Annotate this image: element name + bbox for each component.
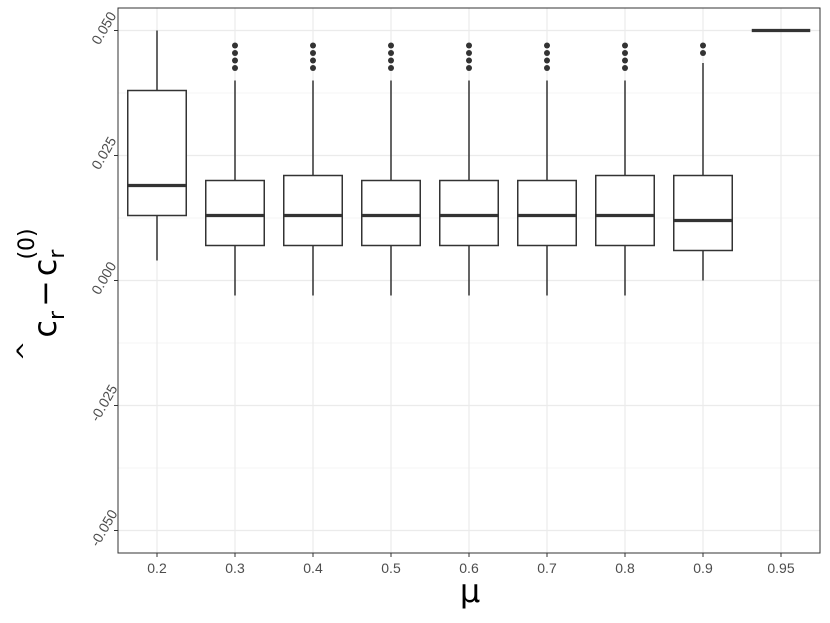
outlier-point bbox=[232, 65, 238, 71]
y-axis-ticks: -0.050 -0.025 0.000 0.025 0.050 bbox=[87, 9, 121, 550]
outlier-point bbox=[388, 42, 394, 49]
y-axis-title-minus: − bbox=[26, 280, 64, 307]
box-0.5 bbox=[361, 42, 421, 296]
y-tick-label: -0.050 bbox=[87, 507, 121, 550]
box-body bbox=[595, 174, 655, 247]
outlier-point bbox=[466, 65, 472, 71]
outlier-point bbox=[622, 42, 628, 49]
y-tick-label: -0.025 bbox=[87, 382, 121, 425]
x-tick-label: 0.4 bbox=[303, 560, 323, 576]
outlier-point bbox=[388, 57, 394, 64]
box-0.2 bbox=[127, 30, 187, 261]
y-axis-title-sub: r bbox=[45, 310, 70, 320]
outlier-point bbox=[310, 42, 316, 49]
outlier-point bbox=[544, 42, 550, 49]
box-body bbox=[673, 174, 733, 252]
y-tick-label: 0.025 bbox=[88, 134, 119, 173]
x-tick-label: 0.2 bbox=[147, 560, 167, 576]
x-axis-ticks: 0.2 0.3 0.4 0.5 0.6 0.7 0.8 0.9 0.95 bbox=[147, 553, 795, 576]
outlier-point bbox=[700, 50, 706, 56]
outlier-point bbox=[310, 57, 316, 64]
y-axis-title-hat: ^ bbox=[12, 341, 40, 361]
x-tick-label: 0.8 bbox=[615, 560, 635, 576]
outlier-point bbox=[310, 65, 316, 71]
y-axis-title: cr−cr(0) ^ bbox=[12, 228, 70, 361]
outlier-point bbox=[232, 50, 238, 56]
y-tick-label: 0.000 bbox=[88, 259, 119, 298]
box-body bbox=[283, 174, 343, 247]
x-tick-label: 0.7 bbox=[537, 560, 557, 576]
y-tick-label: 0.050 bbox=[88, 9, 119, 48]
outlier-point bbox=[232, 42, 238, 49]
box-0.8 bbox=[595, 42, 655, 296]
box-body bbox=[517, 179, 577, 247]
box-body bbox=[205, 179, 265, 247]
x-tick-label: 0.3 bbox=[225, 560, 245, 576]
box-0.3 bbox=[205, 42, 265, 296]
x-tick-label: 0.9 bbox=[693, 560, 713, 576]
y-axis-title-base-2: c bbox=[26, 259, 64, 277]
outlier-point bbox=[622, 57, 628, 64]
box-0.6 bbox=[439, 42, 499, 296]
outlier-point bbox=[310, 50, 316, 56]
outlier-point bbox=[544, 50, 550, 56]
outlier-point bbox=[544, 57, 550, 64]
outlier-point bbox=[232, 57, 238, 64]
outlier-point bbox=[700, 42, 706, 49]
outlier-point bbox=[466, 50, 472, 56]
box-body bbox=[127, 89, 187, 217]
outlier-point bbox=[466, 42, 472, 49]
box-0.9 bbox=[673, 42, 733, 281]
y-axis-title-sup: (0) bbox=[15, 228, 40, 259]
x-axis-title: μ bbox=[460, 572, 480, 610]
box-0.4 bbox=[283, 42, 343, 296]
outlier-point bbox=[466, 57, 472, 64]
outlier-point bbox=[622, 50, 628, 56]
x-tick-label: 0.5 bbox=[381, 560, 401, 576]
outlier-point bbox=[388, 65, 394, 71]
box-0.7 bbox=[517, 42, 577, 296]
box-body bbox=[439, 179, 499, 247]
outlier-point bbox=[544, 65, 550, 71]
y-axis-title-base: c bbox=[26, 320, 64, 338]
x-tick-label: 0.95 bbox=[767, 560, 794, 576]
y-axis-title-sub-2: r bbox=[45, 249, 70, 259]
svg-text:cr−cr(0): cr−cr(0) bbox=[15, 228, 70, 337]
x-tick-label: 0.6 bbox=[459, 560, 479, 576]
box-series bbox=[127, 28, 811, 296]
outlier-point bbox=[622, 65, 628, 71]
outlier-point bbox=[388, 50, 394, 56]
box-body bbox=[361, 179, 421, 247]
